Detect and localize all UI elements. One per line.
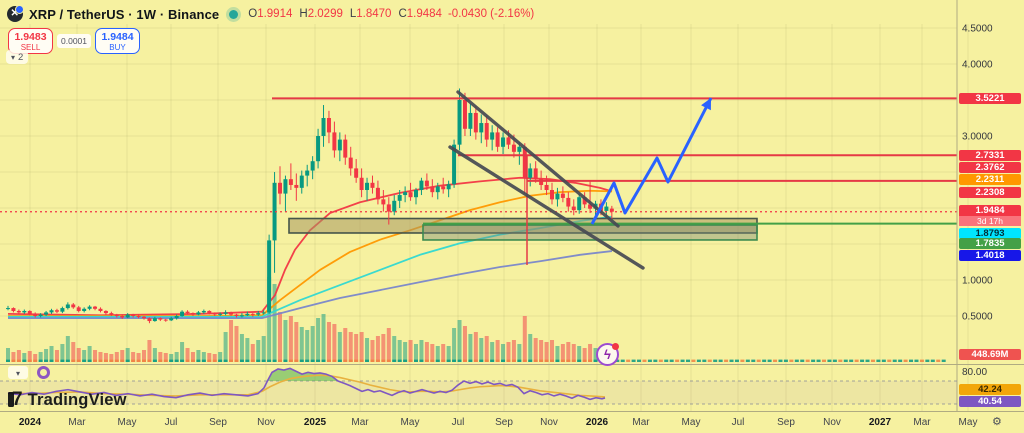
- svg-text:Sep: Sep: [777, 417, 795, 428]
- svg-text:Sep: Sep: [209, 417, 227, 428]
- wedge-trendlines: [448, 90, 645, 270]
- price-label-chip[interactable]: 40.54: [959, 396, 1021, 407]
- svg-text:2024: 2024: [19, 417, 42, 428]
- svg-text:2026: 2026: [586, 417, 609, 428]
- svg-text:Sep: Sep: [495, 417, 513, 428]
- price-label-chip[interactable]: 1.9484 3d 17h: [959, 205, 1021, 226]
- price-axis-ticks[interactable]: 4.5000 4.0000 3.0000 1.0000 0.5000 80.00: [962, 24, 993, 379]
- time-axis-labels[interactable]: 2024 Mar May Jul Sep Nov 2025 Mar May Jul Sep Nov 20…: [19, 417, 978, 428]
- price-label-chip[interactable]: 2.2308: [959, 187, 1021, 198]
- legend-collapse-chip[interactable]: ▾ 2: [6, 50, 29, 64]
- market-status-dot-icon[interactable]: [229, 9, 239, 19]
- symbol-legend[interactable]: ✕ XRP / TetherUS · 1W · Binance O1.9914 …: [7, 5, 534, 23]
- projection-arrow: [590, 97, 713, 225]
- svg-text:Jul: Jul: [732, 417, 745, 428]
- svg-text:May: May: [401, 417, 420, 428]
- price-label-chip[interactable]: 2.7331: [959, 150, 1021, 161]
- ohlc-values: O1.9914 H2.0299 L1.8470 C1.9484: [248, 8, 442, 20]
- volume-bars: [6, 277, 614, 362]
- price-label-chip[interactable]: 42.24: [959, 384, 1021, 395]
- svg-text:Mar: Mar: [351, 417, 369, 428]
- svg-text:May: May: [682, 417, 701, 428]
- chevron-down-icon: ▾: [15, 369, 20, 378]
- svg-text:80.00: 80.00: [962, 367, 987, 378]
- price-label-chip[interactable]: 3.5221: [959, 93, 1021, 104]
- svg-text:1.0000: 1.0000: [962, 276, 993, 287]
- svg-text:3.0000: 3.0000: [962, 132, 993, 143]
- price-change: -0.0430 (-2.16%): [447, 8, 535, 20]
- timezone-settings-icon[interactable]: ⚙: [992, 416, 1002, 428]
- svg-text:Nov: Nov: [257, 417, 275, 428]
- xrp-logo-icon: ✕: [7, 5, 24, 22]
- svg-text:2027: 2027: [869, 417, 892, 428]
- spread-value: 0.0001: [57, 34, 91, 48]
- svg-text:Mar: Mar: [913, 417, 931, 428]
- moving-averages: [7, 176, 613, 320]
- price-label-chip[interactable]: 1.7835: [959, 238, 1021, 249]
- symbol-title[interactable]: XRP / TetherUS · 1W · Binance: [29, 6, 220, 22]
- svg-text:2025: 2025: [304, 417, 327, 428]
- svg-text:Mar: Mar: [68, 417, 86, 428]
- tradingview-logo-icon: 7: [8, 389, 23, 411]
- svg-text:Mar: Mar: [632, 417, 650, 428]
- svg-text:May: May: [118, 417, 137, 428]
- price-label-chip[interactable]: 1.4018: [959, 250, 1021, 261]
- rsi-indicator-icon[interactable]: [37, 366, 50, 379]
- price-label-chip[interactable]: 2.2311: [959, 174, 1021, 185]
- rsi-collapse-button[interactable]: ▾: [8, 366, 28, 379]
- rsi-pane: [0, 367, 957, 405]
- pane-separators: [0, 0, 1024, 412]
- price-label-chip[interactable]: 1.8793: [959, 228, 1021, 239]
- svg-text:4.0000: 4.0000: [962, 60, 993, 71]
- svg-text:Nov: Nov: [823, 417, 841, 428]
- sell-button[interactable]: 1.9483 SELL: [8, 28, 53, 54]
- svg-text:Jul: Jul: [452, 417, 465, 428]
- boost-lightning-button[interactable]: ϟ: [596, 343, 619, 366]
- svg-text:May: May: [959, 417, 978, 428]
- candles-layer: [6, 88, 614, 324]
- volume-stub-row: [6, 359, 946, 362]
- svg-text:Jul: Jul: [165, 417, 178, 428]
- svg-text:0.5000: 0.5000: [962, 312, 993, 323]
- buy-button[interactable]: 1.9484 BUY: [95, 28, 140, 54]
- price-label-chip[interactable]: 448.69M: [959, 349, 1021, 360]
- svg-text:Nov: Nov: [540, 417, 558, 428]
- chevron-down-icon: ▾: [11, 52, 16, 62]
- tradingview-watermark[interactable]: 7 TradingView: [8, 389, 127, 411]
- horizontal-level-lines: [0, 97, 957, 265]
- support-zones: [288, 217, 758, 241]
- svg-text:4.5000: 4.5000: [962, 24, 993, 35]
- order-panel: 1.9483 SELL 0.0001 1.9484 BUY: [8, 28, 140, 54]
- price-label-chip[interactable]: 2.3762: [959, 162, 1021, 173]
